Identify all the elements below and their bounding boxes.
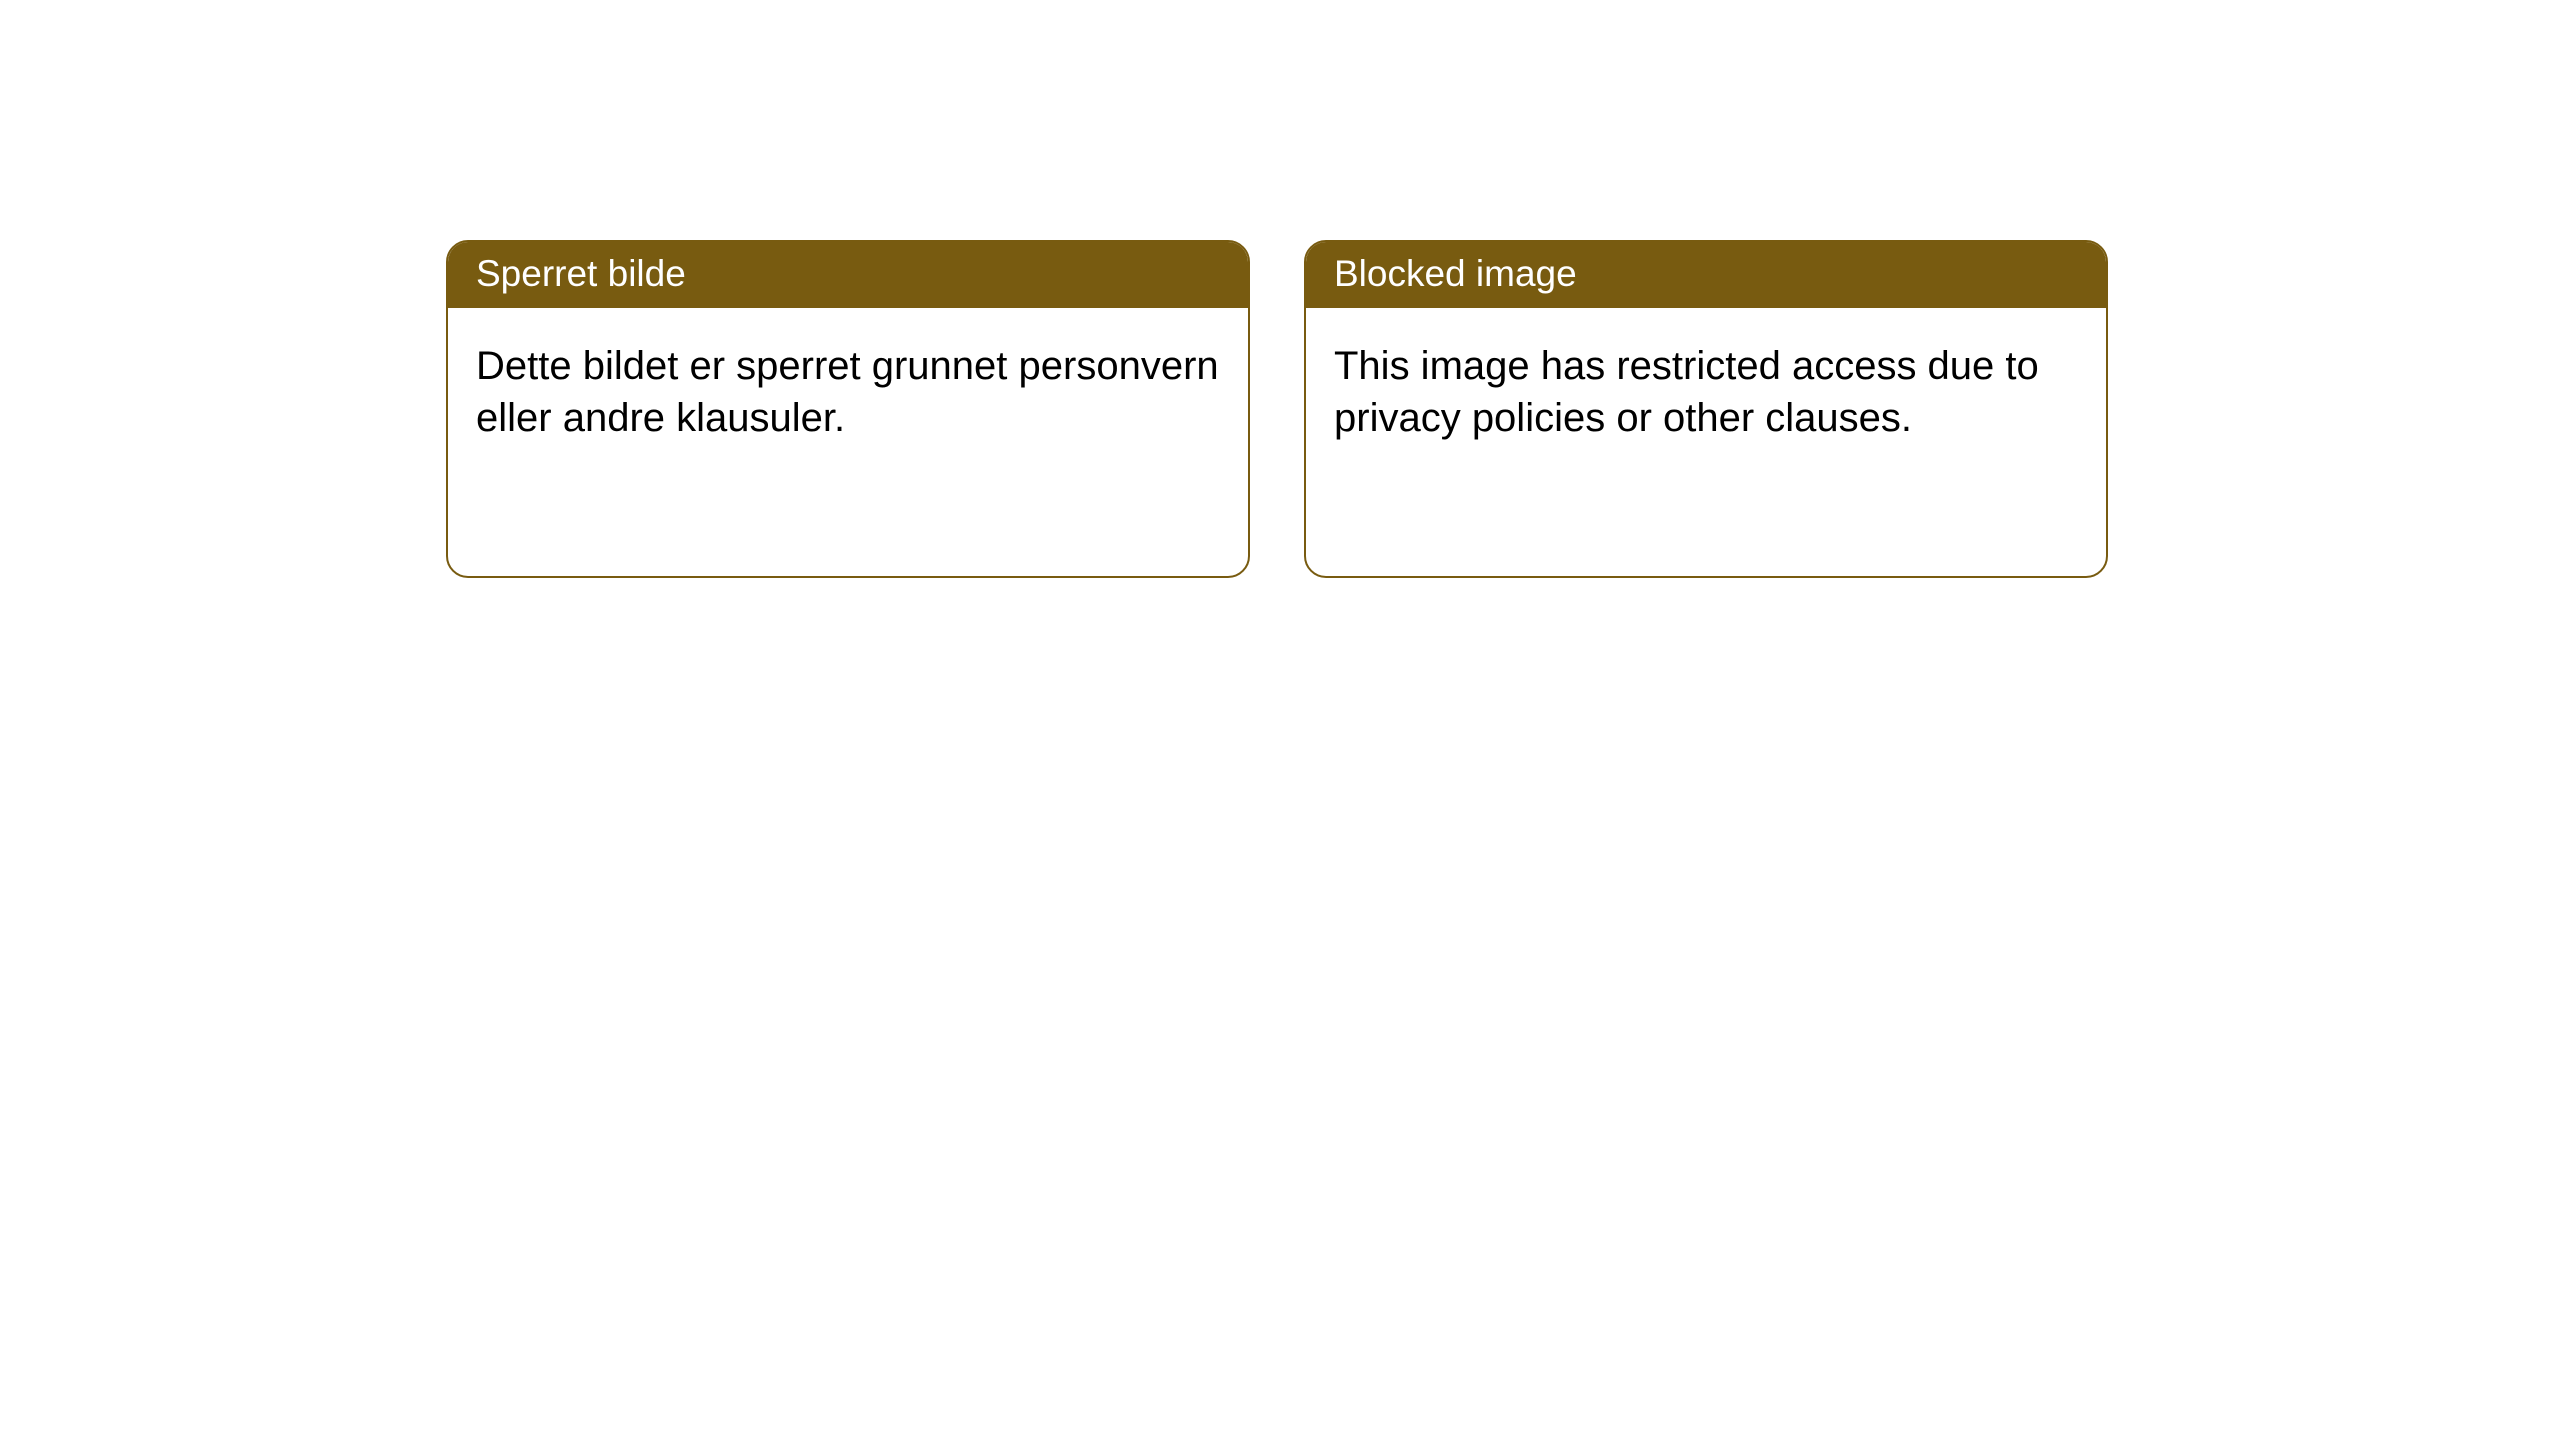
card-body-text: Dette bildet er sperret grunnet personve… bbox=[476, 344, 1219, 440]
card-body: Dette bildet er sperret grunnet personve… bbox=[448, 308, 1248, 476]
card-body: This image has restricted access due to … bbox=[1306, 308, 2106, 476]
card-body-text: This image has restricted access due to … bbox=[1334, 344, 2039, 440]
card-header: Sperret bilde bbox=[448, 242, 1248, 308]
notice-card-norwegian: Sperret bilde Dette bildet er sperret gr… bbox=[446, 240, 1250, 578]
notice-card-english: Blocked image This image has restricted … bbox=[1304, 240, 2108, 578]
card-title: Blocked image bbox=[1334, 253, 1577, 294]
notice-cards-container: Sperret bilde Dette bildet er sperret gr… bbox=[0, 0, 2560, 578]
card-title: Sperret bilde bbox=[476, 253, 686, 294]
card-header: Blocked image bbox=[1306, 242, 2106, 308]
